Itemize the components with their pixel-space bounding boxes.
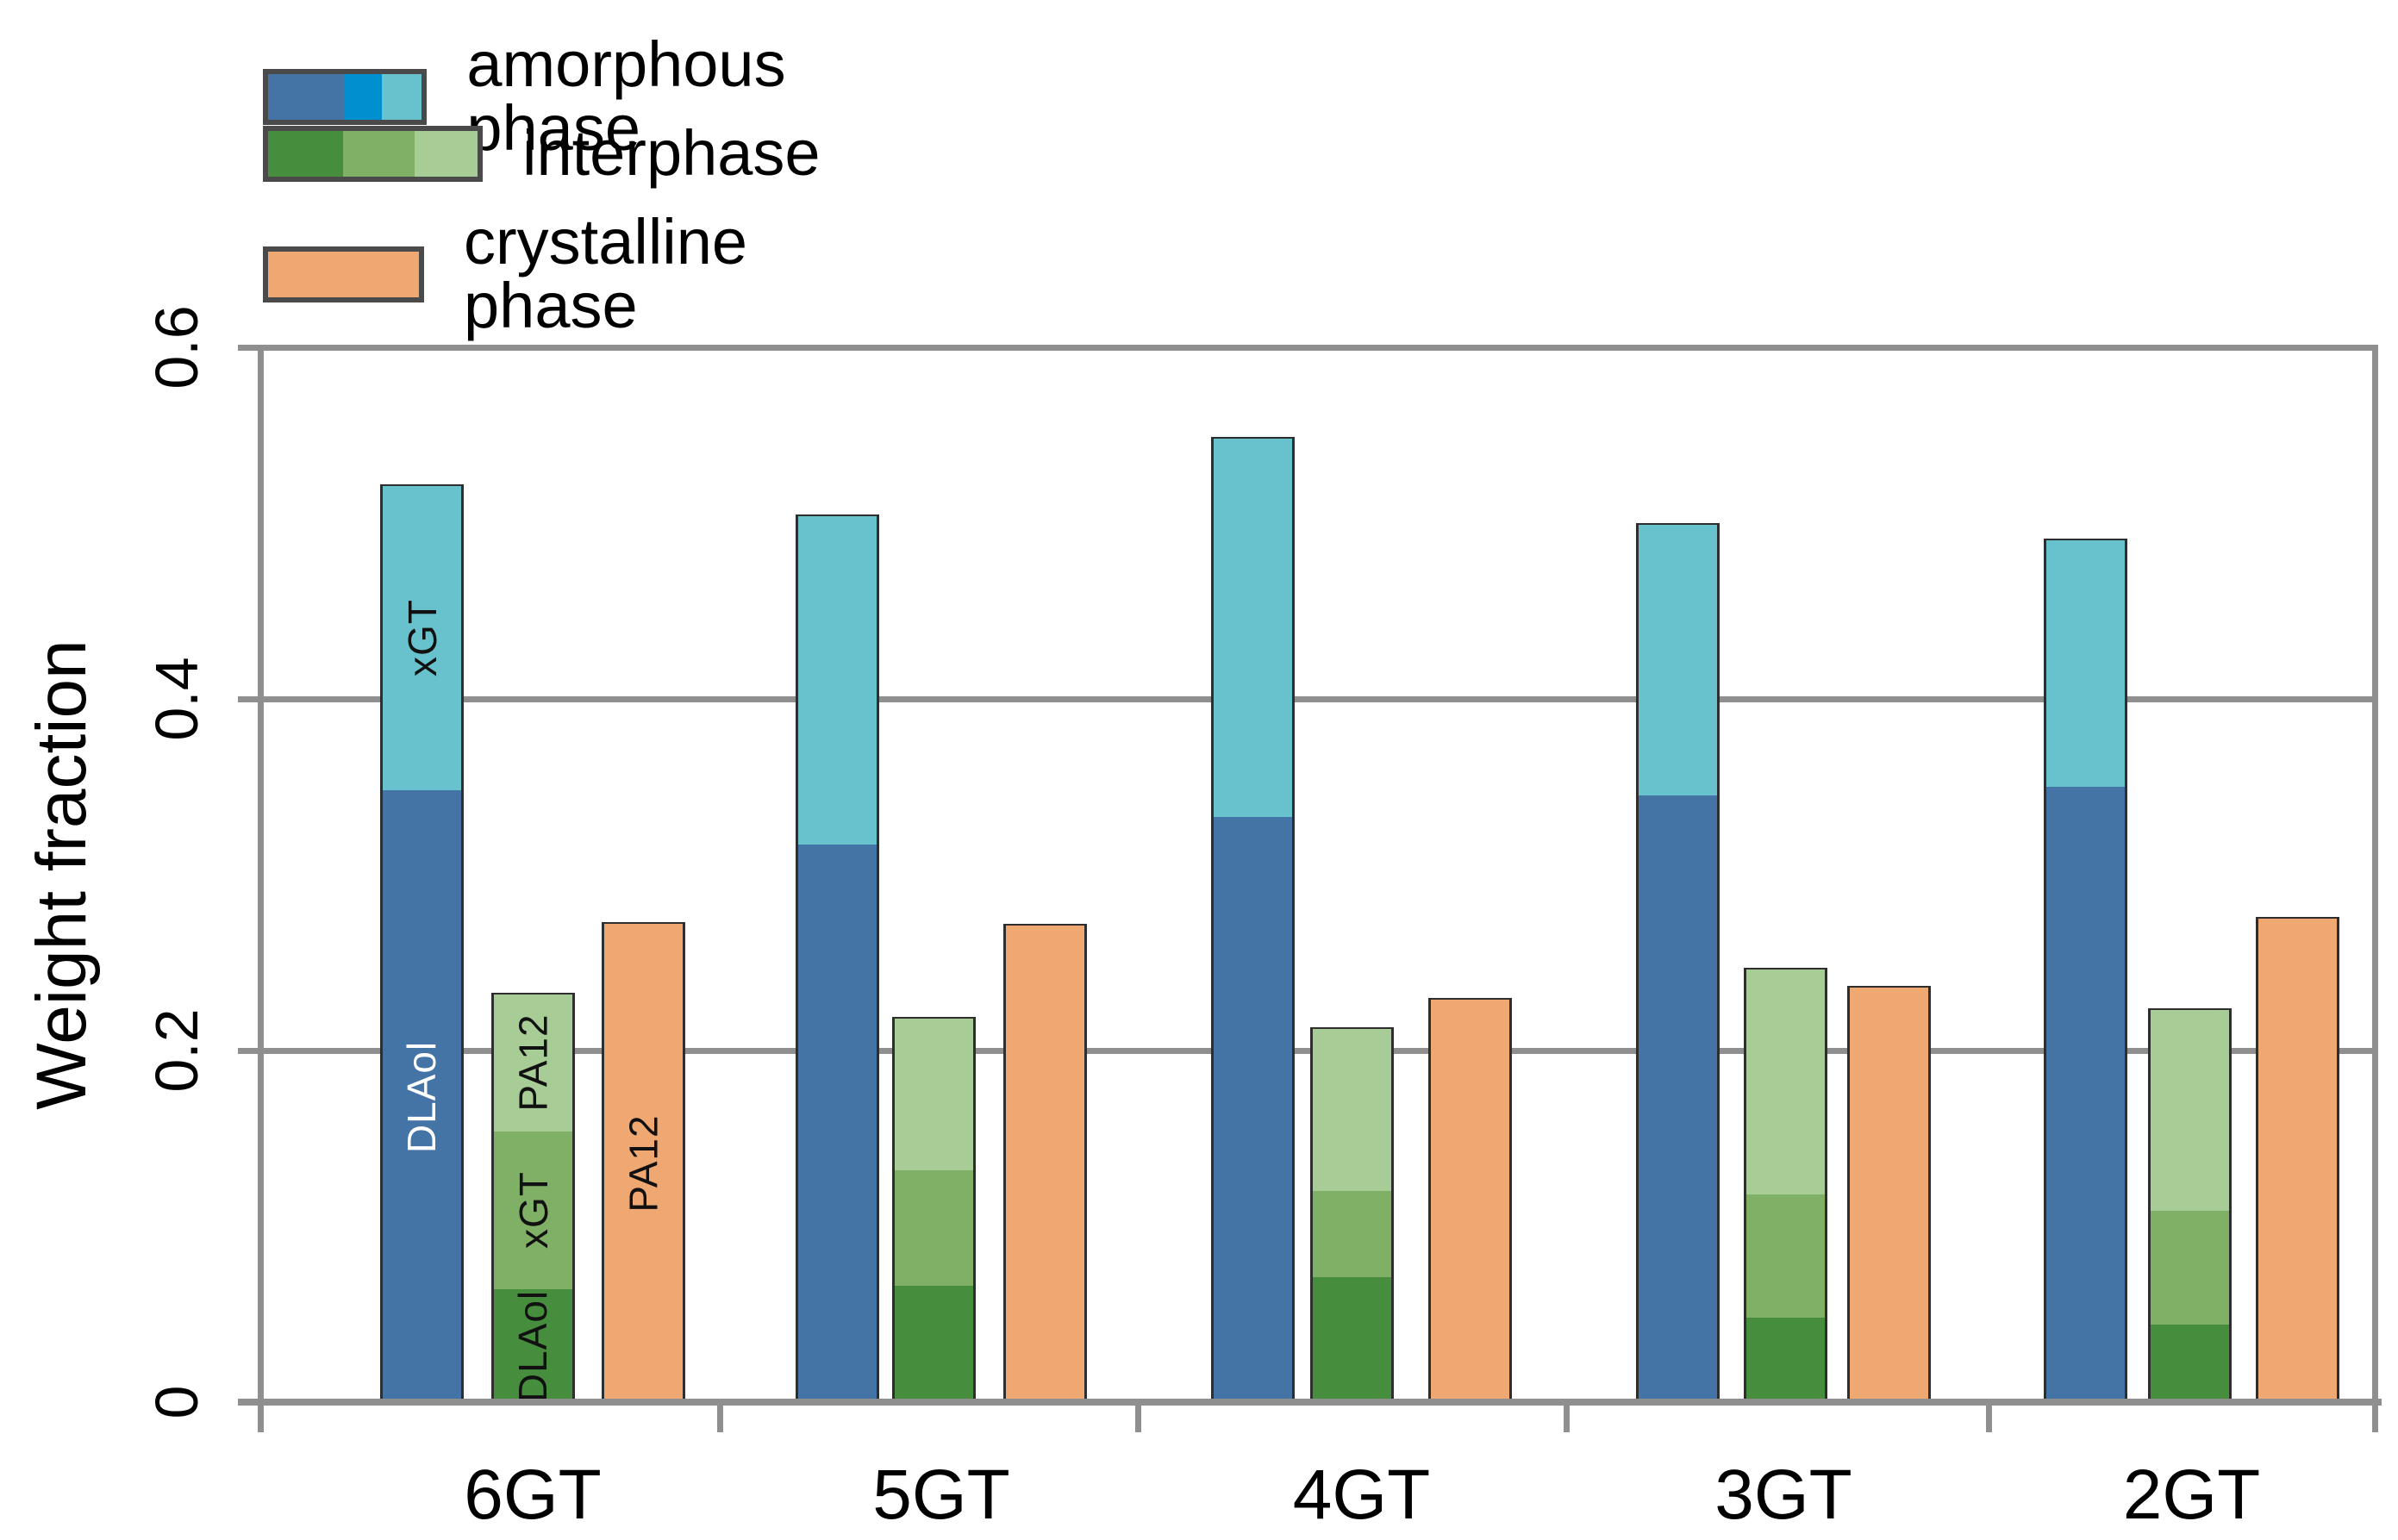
y-tick-label-0: 0	[143, 1385, 210, 1419]
x-axis-baseline	[238, 1399, 2382, 1406]
y-tick-label-0.4: 0.4	[143, 657, 210, 741]
x-tick-label-3GT: 3GT	[1714, 1456, 1852, 1534]
x-tick-label-6GT: 6GT	[464, 1456, 602, 1534]
segment-xGT	[1313, 1190, 1391, 1277]
segment-DLAol	[798, 844, 877, 1404]
x-axis-tick-5	[2371, 1402, 2378, 1432]
legend-item-crystalline-phase: crystalline phase	[263, 210, 806, 338]
segment-PA12	[1431, 999, 1509, 1404]
segment-PA12	[1313, 1028, 1391, 1191]
legend-swatch	[263, 125, 483, 182]
y-tick-label-0.6: 0.6	[143, 305, 210, 390]
segment-label-PA12: PA12	[621, 1114, 666, 1213]
segment-label-xGT: xGT	[399, 599, 445, 677]
legend-swatch-cell	[415, 130, 478, 177]
segment-xGT: xGT	[383, 485, 461, 790]
x-tick-label-2GT: 2GT	[2122, 1456, 2261, 1534]
segment-xGT	[2046, 539, 2125, 787]
bar-crystalline-phase-4GT	[1428, 997, 1512, 1404]
bar-interphase-2GT	[2148, 1008, 2232, 1404]
bar-amorphous-phase-4GT	[1211, 437, 1295, 1404]
segment-DLAol	[1214, 816, 1292, 1404]
y-axis-title: Weight fraction	[22, 639, 101, 1110]
segment-DLAol	[1746, 1317, 1825, 1404]
x-axis-tick-1	[716, 1402, 723, 1432]
legend-item-amorphous-phase: amorphous phase	[263, 33, 841, 160]
segment-PA12	[2258, 918, 2337, 1404]
segment-PA12	[895, 1018, 973, 1170]
segment-PA12: PA12	[604, 923, 683, 1404]
bar-crystalline-phase-6GT: PA12	[602, 922, 685, 1404]
legend-swatch-cell	[343, 130, 415, 177]
segment-DLAol	[1313, 1276, 1391, 1404]
segment-PA12	[1006, 925, 1084, 1404]
legend-swatch-cell	[268, 130, 344, 177]
legend-label: crystalline phase	[464, 206, 748, 341]
segment-xGT: xGT	[494, 1131, 572, 1289]
segment-label-DLAol: DLAol	[399, 1040, 445, 1154]
segment-label-xGT: xGT	[510, 1171, 556, 1250]
x-axis-tick-4	[1985, 1402, 1992, 1432]
bar-crystalline-phase-3GT	[1847, 985, 1931, 1404]
segment-label-PA12: PA12	[510, 1013, 556, 1113]
segment-xGT	[798, 515, 877, 845]
legend-swatch-cell	[268, 73, 346, 120]
segment-PA12	[1746, 969, 1825, 1194]
plot-right-border	[2371, 347, 2378, 1407]
bar-amorphous-phase-6GT: DLAol xGT	[380, 484, 464, 1404]
x-axis-tick-3	[1563, 1402, 1570, 1432]
gridline-0.2	[238, 1047, 2378, 1054]
bar-amorphous-phase-3GT	[1636, 523, 1720, 1404]
x-tick-label-4GT: 4GT	[1292, 1456, 1431, 1534]
segment-xGT	[2151, 1210, 2229, 1325]
x-axis-tick-0	[257, 1402, 264, 1432]
segment-xGT	[1746, 1194, 1825, 1318]
bar-interphase-3GT	[1744, 968, 1827, 1404]
segment-DLAol: DLAol	[494, 1288, 572, 1404]
legend-swatch-cell	[345, 73, 382, 120]
legend-item-interphase: interphase	[263, 122, 821, 185]
bar-interphase-6GT: DLAol xGT PA12	[491, 992, 575, 1404]
legend-swatch-cell	[268, 251, 420, 297]
bar-amorphous-phase-2GT	[2044, 539, 2127, 1404]
segment-xGT	[895, 1169, 973, 1286]
legend-swatch	[263, 68, 428, 125]
segment-PA12	[1850, 987, 1928, 1404]
segment-PA12: PA12	[494, 994, 572, 1132]
plot-top-border	[238, 344, 2378, 351]
bar-crystalline-phase-2GT	[2256, 916, 2339, 1404]
segment-label-DLAol: DLAol	[510, 1290, 556, 1403]
segment-xGT	[1214, 438, 1292, 817]
segment-DLAol	[1639, 795, 1717, 1404]
y-tick-label-0.2: 0.2	[143, 1008, 210, 1093]
legend-label: interphase	[522, 117, 821, 189]
segment-DLAol	[895, 1285, 973, 1404]
segment-DLAol	[2151, 1324, 2229, 1404]
bar-amorphous-phase-5GT	[796, 514, 879, 1404]
gridline-0.4	[238, 695, 2378, 702]
x-axis-tick-2	[1134, 1402, 1141, 1432]
segment-PA12	[2151, 1009, 2229, 1211]
legend-label: amorphous phase	[466, 28, 786, 164]
bar-crystalline-phase-5GT	[1003, 924, 1087, 1404]
bar-interphase-5GT	[892, 1017, 976, 1404]
segment-DLAol	[2046, 786, 2125, 1404]
segment-DLAol: DLAol	[383, 789, 461, 1404]
y-axis-line	[257, 347, 264, 1431]
bar-interphase-4GT	[1310, 1027, 1394, 1404]
segment-xGT	[1639, 525, 1717, 795]
legend-swatch	[263, 246, 425, 302]
legend-swatch-cell	[381, 73, 422, 120]
x-tick-label-5GT: 5GT	[872, 1456, 1010, 1534]
